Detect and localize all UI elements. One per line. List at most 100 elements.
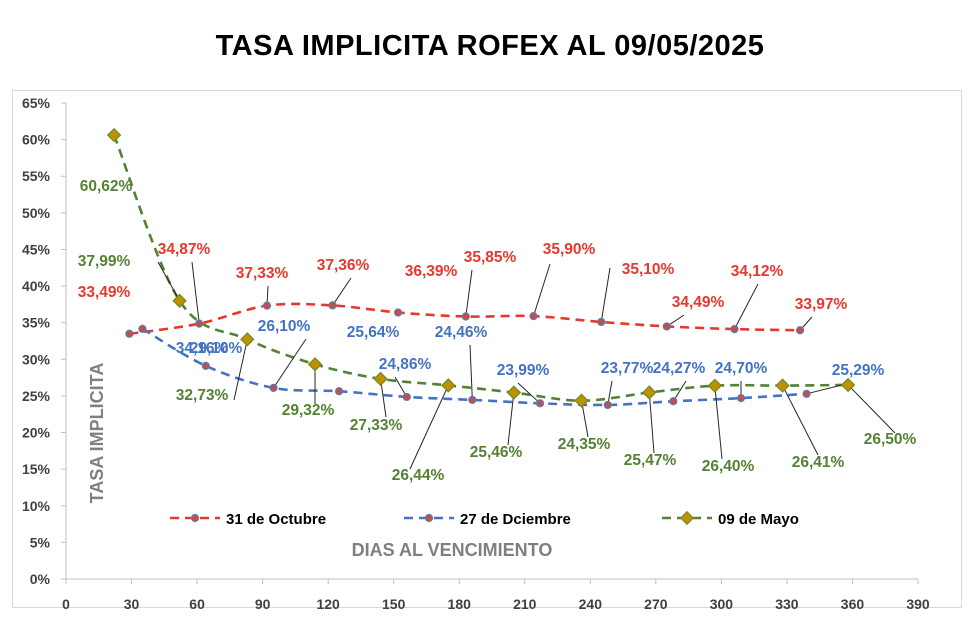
x-tick-label: 30 (124, 596, 140, 612)
data-label: 23,77% (601, 360, 654, 377)
x-tick-label: 0 (62, 596, 70, 612)
x-axis-title: DIAS AL VENCIMIENTO (352, 540, 553, 560)
legend-marker (424, 513, 434, 523)
data-label: 37,36% (317, 257, 370, 274)
x-tick-label: 360 (841, 596, 865, 612)
leader-line (469, 344, 473, 400)
data-point-marker (707, 378, 723, 393)
leader-line (233, 339, 248, 401)
data-label: 36,39% (405, 263, 458, 280)
data-label: 24,35% (558, 436, 611, 453)
x-tick-label: 180 (448, 596, 472, 612)
data-label: 27,33% (350, 417, 403, 434)
data-label: 26,40% (702, 458, 755, 475)
data-label: 24,70% (715, 360, 768, 377)
data-label: 60,62% (80, 178, 133, 195)
legend-label: 09 de Mayo (718, 511, 799, 528)
data-label: 24,46% (435, 324, 488, 341)
data-label: 37,33% (236, 265, 289, 282)
data-label: 25,64% (347, 324, 400, 341)
data-point-marker (840, 377, 856, 393)
legend-marker (679, 510, 695, 526)
y-axis-title: TASA IMPLICITA (87, 363, 107, 504)
data-point-marker (535, 399, 545, 408)
x-tick-label: 330 (775, 596, 799, 612)
data-label: 25,47% (624, 452, 677, 469)
data-point-marker (574, 393, 589, 408)
data-point-marker (201, 361, 210, 370)
leader-line (517, 382, 541, 404)
y-tick-label: 5% (30, 534, 51, 550)
data-label: 26,41% (792, 454, 845, 471)
data-point-marker (662, 322, 671, 331)
x-tick-label: 150 (382, 596, 406, 612)
data-label: 29,10% (190, 340, 243, 357)
data-point-marker (441, 378, 456, 393)
leader-line (191, 261, 200, 324)
x-tick-label: 120 (316, 596, 340, 612)
data-label: 24,86% (379, 356, 432, 373)
data-point-marker (402, 392, 411, 402)
data-label: 35,10% (622, 261, 675, 278)
data-label: 23,99% (497, 362, 550, 379)
y-tick-label: 20% (22, 425, 51, 441)
y-tick-label: 40% (22, 278, 51, 294)
leader-line (533, 263, 551, 317)
y-tick-label: 65% (22, 95, 51, 111)
y-tick-label: 25% (22, 388, 51, 404)
data-label: 33,49% (78, 284, 131, 301)
x-tick-label: 390 (906, 596, 930, 612)
data-point-marker (468, 395, 477, 404)
data-point-marker (393, 308, 403, 317)
y-tick-label: 55% (22, 168, 51, 184)
data-point-marker (802, 389, 811, 398)
data-point-marker (669, 397, 678, 406)
leader-line (157, 261, 181, 302)
data-point-marker (597, 317, 606, 327)
leader-line (409, 385, 449, 470)
leader-line (507, 392, 515, 446)
data-point-marker (334, 387, 344, 396)
data-point-marker (240, 332, 255, 347)
y-tick-label: 50% (22, 205, 51, 221)
data-label: 29,32% (282, 402, 335, 419)
chart-frame (12, 90, 962, 608)
data-point-marker (506, 385, 522, 400)
x-tick-label: 300 (710, 596, 734, 612)
data-label: 33,97% (795, 296, 848, 313)
x-tick-label: 90 (255, 596, 271, 612)
y-tick-label: 0% (30, 571, 51, 587)
data-label: 34,16% (176, 340, 229, 357)
data-point-marker (795, 326, 805, 335)
data-label: 25,29% (832, 362, 885, 379)
data-label: 25,46% (470, 444, 523, 461)
leader-line (782, 385, 819, 456)
data-point-marker (269, 383, 278, 392)
data-label: 26,10% (258, 318, 311, 335)
leader-line (648, 392, 655, 454)
data-point-marker (328, 301, 337, 310)
x-tick-label: 240 (579, 596, 603, 612)
data-point-marker (736, 394, 746, 403)
y-tick-label: 35% (22, 315, 51, 331)
legend-label: 27 de Dciembre (460, 511, 571, 528)
x-tick-label: 60 (189, 596, 205, 612)
y-tick-label: 15% (22, 461, 51, 477)
data-point-marker (138, 324, 147, 333)
data-point-marker (373, 371, 388, 387)
data-point-marker (195, 319, 204, 328)
data-point-marker (529, 312, 538, 321)
leader-line (332, 277, 352, 306)
legend-marker (190, 513, 200, 523)
data-label: 35,90% (543, 241, 596, 258)
y-tick-label: 30% (22, 351, 51, 367)
data-label: 35,85% (464, 249, 517, 266)
data-label: 34,12% (731, 263, 784, 280)
data-point-marker (307, 357, 323, 372)
data-label: 34,87% (158, 241, 211, 258)
data-point-marker (262, 301, 272, 310)
data-point-marker (730, 325, 739, 334)
data-label: 32,73% (176, 387, 229, 404)
leader-line (714, 385, 723, 460)
